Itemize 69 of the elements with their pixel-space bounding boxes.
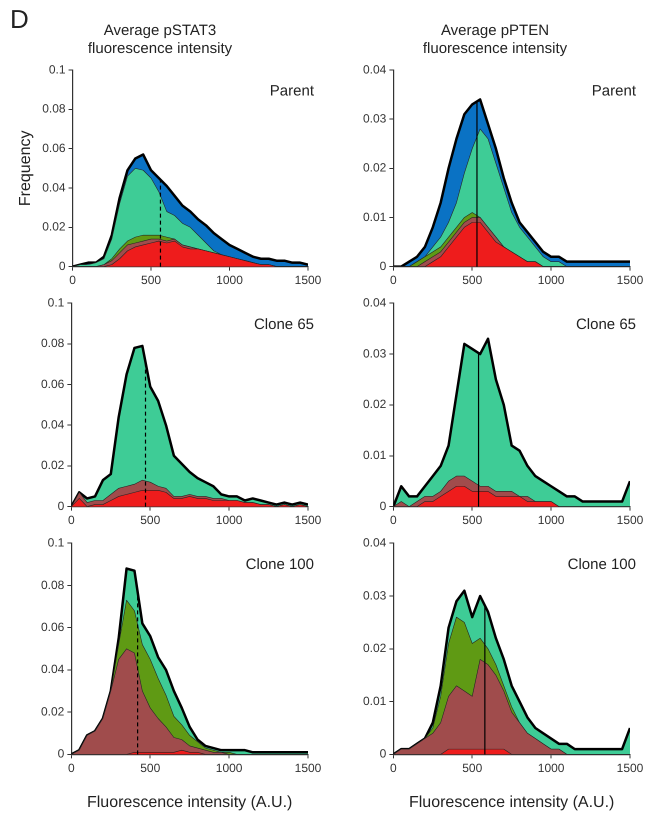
chart-title: Average pSTAT3 fluorescence intensity: [88, 22, 233, 58]
x-axis-title: Fluorescence intensity (A.U.): [86, 794, 292, 811]
y-tick-label: 0: [380, 498, 387, 513]
y-tick-label: 0.01: [362, 448, 387, 462]
annotation: Clone 65: [254, 316, 314, 333]
y-tick-label: 0.02: [42, 220, 66, 234]
annotation: Parent: [270, 82, 315, 100]
x-tick-label: 0: [390, 760, 398, 775]
x-tick-label: 0: [390, 513, 398, 528]
x-tick-label: 1500: [294, 760, 322, 775]
x-tick-label: 500: [462, 760, 483, 775]
y-tick-label: 0.04: [362, 296, 387, 310]
x-tick-label: 1000: [216, 760, 243, 775]
y-tick-label: 0.04: [40, 662, 65, 676]
chart-title: Average pPTEN fluorescence intensity: [422, 22, 568, 58]
y-tick-label: 0: [58, 498, 65, 513]
y-tick-label: 0.1: [48, 62, 66, 76]
y-tick-label: 0.04: [40, 418, 65, 432]
x-axis-title: Fluorescence intensity (A.U.): [408, 794, 614, 811]
y-tick-label: 0.04: [42, 180, 66, 194]
y-tick-label: 0.02: [40, 458, 65, 472]
y-axis-title: Frequency: [17, 130, 34, 206]
y-tick-label: 0.06: [40, 620, 65, 634]
annotation: Parent: [592, 82, 637, 100]
x-tick-label: 0: [68, 513, 76, 528]
annotation: Clone 100: [568, 556, 636, 573]
annotation: Clone 65: [576, 316, 636, 333]
y-tick-label: 0.02: [40, 704, 65, 718]
y-tick-label: 0: [380, 258, 387, 273]
x-tick-label: 1500: [294, 273, 322, 288]
y-tick-label: 0.03: [362, 346, 387, 360]
x-tick-label: 1500: [294, 513, 322, 528]
y-tick-label: 0.03: [362, 588, 387, 602]
y-tick-label: 0.02: [362, 641, 387, 656]
x-tick-label: 1000: [538, 760, 565, 775]
y-tick-label: 0.04: [362, 62, 387, 76]
y-tick-label: 0.02: [362, 397, 387, 412]
x-tick-label: 1500: [616, 760, 644, 775]
x-tick-label: 1000: [538, 513, 565, 528]
x-tick-label: 500: [462, 273, 483, 288]
x-tick-label: 500: [141, 273, 162, 288]
y-tick-label: 0.08: [42, 102, 66, 116]
x-tick-label: 0: [68, 760, 76, 775]
x-tick-label: 0: [69, 273, 76, 288]
y-tick-label: 0: [58, 258, 66, 273]
x-tick-label: 1000: [216, 273, 244, 288]
y-tick-label: 0.02: [362, 160, 387, 175]
y-tick-label: 0.04: [362, 536, 387, 550]
y-tick-label: 0.06: [42, 140, 66, 155]
y-tick-label: 0.06: [40, 376, 65, 391]
y-tick-label: 0: [58, 746, 65, 761]
y-tick-label: 0: [380, 746, 387, 761]
x-tick-label: 1000: [538, 273, 565, 288]
x-tick-label: 500: [140, 760, 161, 775]
y-tick-label: 0.01: [362, 694, 387, 708]
x-tick-label: 1500: [616, 273, 644, 288]
y-tick-label: 0.08: [40, 336, 65, 350]
y-tick-label: 0.1: [48, 296, 65, 310]
y-tick-label: 0.03: [362, 111, 387, 126]
x-tick-label: 1000: [216, 513, 243, 528]
text: D: [10, 4, 29, 34]
x-tick-label: 0: [390, 273, 398, 288]
x-tick-label: 500: [462, 513, 483, 528]
x-tick-label: 500: [140, 513, 161, 528]
annotation: Clone 100: [246, 556, 314, 573]
y-tick-label: 0.08: [40, 578, 65, 592]
x-tick-label: 1500: [616, 513, 644, 528]
y-tick-label: 0.1: [48, 536, 65, 550]
y-tick-label: 0.01: [362, 210, 387, 224]
